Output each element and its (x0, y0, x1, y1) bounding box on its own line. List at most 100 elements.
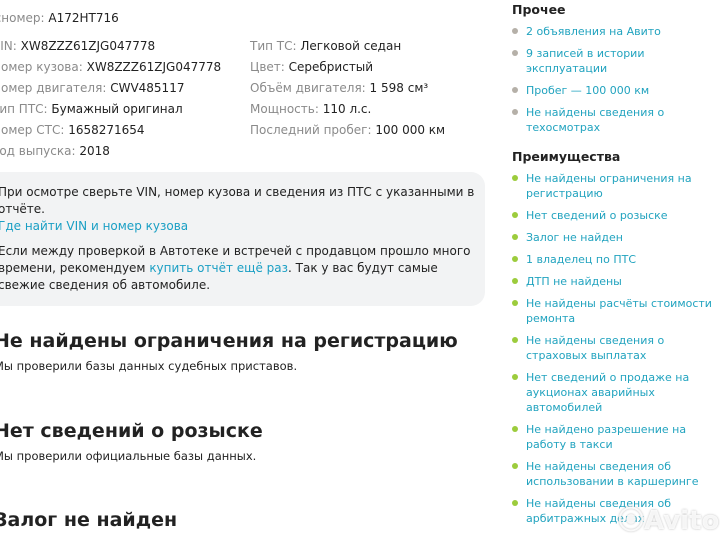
item-label: Нет сведений о продаже на аукционах авар… (526, 371, 690, 414)
detail-row: Номер СТС: 1658271654 (0, 122, 145, 138)
bullet-icon (512, 87, 518, 93)
section-text: Мы проверили официальные базы данных. (0, 449, 257, 463)
item-label: Залог не найден (526, 231, 623, 244)
value: 100 000 км (375, 123, 446, 137)
sidebar: Прочее 2 объявления на Авито 9 записей в … (512, 2, 718, 526)
sidebar-link-item[interactable]: 1 владелец по ПТС (512, 252, 718, 267)
item-label: Не найдены сведения о техосмотрах (526, 106, 665, 134)
section-title: Залог не найден (0, 509, 178, 531)
notice-text: При осмотре сверьте VIN, номер кузова и … (0, 184, 480, 235)
bullet-icon (512, 463, 518, 469)
sidebar-link-item[interactable]: Не найдены расчёты стоимости ремонта (512, 296, 718, 326)
value: Легковой седан (300, 39, 402, 53)
sidebar-link-item[interactable]: Залог не найден (512, 230, 718, 245)
bullet-icon (512, 278, 518, 284)
other-title: Прочее (512, 2, 566, 17)
detail-row: Тип ПТС: Бумажный оригинал (0, 101, 183, 117)
sidebar-link-item[interactable]: Не найдены сведения о страховых выплатах (512, 333, 718, 363)
label: Цвет: (250, 60, 285, 74)
bullet-icon (512, 28, 518, 34)
item-label: Нет сведений о розыске (526, 209, 668, 222)
bullet-icon (512, 337, 518, 343)
section-text: Мы проверили базы данных судебных приста… (0, 359, 298, 373)
value: 1 598 см³ (369, 81, 429, 95)
item-label: 2 объявления на Авито (526, 25, 661, 38)
sidebar-link-item[interactable]: Не найдены ограничения на регистрацию (512, 171, 718, 201)
label: Госномер: (0, 11, 45, 25)
sidebar-link-item[interactable]: Не найдены сведения о техосмотрах (512, 105, 718, 135)
label: Тип ТС: (250, 39, 297, 53)
value: А172НТ716 (48, 11, 119, 25)
bullet-icon (512, 426, 518, 432)
item-label: Не найдены сведения об арбитражных делах (526, 497, 672, 525)
detail-row: Объём двигателя: 1 598 см³ (250, 80, 428, 96)
item-label: ДТП не найдены (526, 275, 622, 288)
notice-p2b: . Так у вас будут самые свежие сведения … (0, 261, 438, 292)
other-list: 2 объявления на Авито 9 записей в истории… (512, 24, 718, 135)
detail-row: Год выпуска: 2018 (0, 143, 110, 159)
notice-text-2: Если между проверкой в Автотеке и встреч… (0, 243, 480, 294)
detail-row: Мощность: 110 л.с. (250, 101, 371, 117)
detail-row: Госномер: А172НТ716 (0, 10, 119, 26)
sidebar-link-item[interactable]: Нет сведений о продаже на аукционах авар… (512, 370, 718, 415)
avito-watermark: ⦿Avito (618, 506, 720, 536)
bullet-icon (512, 175, 518, 181)
section-title: Не найдены ограничения на регистрацию (0, 330, 458, 352)
label: Номер кузова: (0, 60, 83, 74)
sidebar-link-item[interactable]: Пробег — 100 000 км (512, 83, 718, 98)
bullet-icon (512, 234, 518, 240)
detail-row: Номер двигателя: CWV485117 (0, 80, 184, 96)
label: VIN: (0, 39, 17, 53)
label: Год выпуска: (0, 144, 76, 158)
sidebar-link-item[interactable]: 9 записей в истории эксплуатации (512, 46, 718, 76)
value: XW8ZZZ61ZJG047778 (20, 39, 156, 53)
label: Номер СТС: (0, 123, 65, 137)
item-label: Пробег — 100 000 км (526, 84, 650, 97)
detail-row: Цвет: Серебристый (250, 59, 373, 75)
value: Бумажный оригинал (51, 102, 183, 116)
detail-row: Номер кузова: XW8ZZZ61ZJG047778 (0, 59, 221, 75)
sidebar-link-item[interactable]: Не найдены сведения об арбитражных делах (512, 496, 718, 526)
value: 1658271654 (68, 123, 145, 137)
detail-row: VIN: XW8ZZZ61ZJG047778 (0, 38, 155, 54)
notice-p1: При осмотре сверьте VIN, номер кузова и … (0, 185, 475, 216)
bullet-icon (512, 256, 518, 262)
item-label: Не найдены расчёты стоимости ремонта (526, 297, 712, 325)
bullet-icon (512, 50, 518, 56)
item-label: 9 записей в истории эксплуатации (526, 47, 645, 75)
label: Мощность: (250, 102, 319, 116)
value: CWV485117 (110, 81, 185, 95)
bullet-icon (512, 500, 518, 506)
buy-report-link[interactable]: купить отчёт ещё раз (149, 261, 289, 275)
sidebar-link-item[interactable]: ДТП не найдены (512, 274, 718, 289)
notice-p2a: Если между проверкой в Автотеке и встреч… (0, 244, 471, 275)
advantages-title: Преимущества (512, 149, 621, 164)
advantages-list: Не найдены ограничения на регистрацию Нет… (512, 171, 718, 526)
item-label: 1 владелец по ПТС (526, 253, 636, 266)
detail-row: Последний пробег: 100 000 км (250, 122, 445, 138)
vin-help-link[interactable]: Где найти VIN и номер кузова (0, 219, 189, 233)
label: Номер двигателя: (0, 81, 107, 95)
sidebar-link-item[interactable]: Нет сведений о розыске (512, 208, 718, 223)
value: Серебристый (288, 60, 374, 74)
bullet-icon (512, 300, 518, 306)
item-label: Не найдены сведения о страховых выплатах (526, 334, 665, 362)
label: Последний пробег: (250, 123, 372, 137)
bullet-icon (512, 109, 518, 115)
label: Объём двигателя: (250, 81, 366, 95)
item-label: Не найдено разрешение на работу в такси (526, 423, 687, 451)
item-label: Не найдены ограничения на регистрацию (526, 172, 692, 200)
value: 110 л.с. (322, 102, 372, 116)
sidebar-link-item[interactable]: Не найдены сведения об использовании в к… (512, 459, 718, 489)
section-title: Нет сведений о розыске (0, 420, 263, 442)
notice-box: При осмотре сверьте VIN, номер кузова и … (0, 172, 485, 306)
value: XW8ZZZ61ZJG047778 (86, 60, 222, 74)
sidebar-link-item[interactable]: Не найдено разрешение на работу в такси (512, 422, 718, 452)
bullet-icon (512, 212, 518, 218)
label: Тип ПТС: (0, 102, 48, 116)
sidebar-link-item[interactable]: 2 объявления на Авито (512, 24, 718, 39)
bullet-icon (512, 374, 518, 380)
value: 2018 (79, 144, 110, 158)
item-label: Не найдены сведения об использовании в к… (526, 460, 699, 488)
detail-row: Тип ТС: Легковой седан (250, 38, 401, 54)
